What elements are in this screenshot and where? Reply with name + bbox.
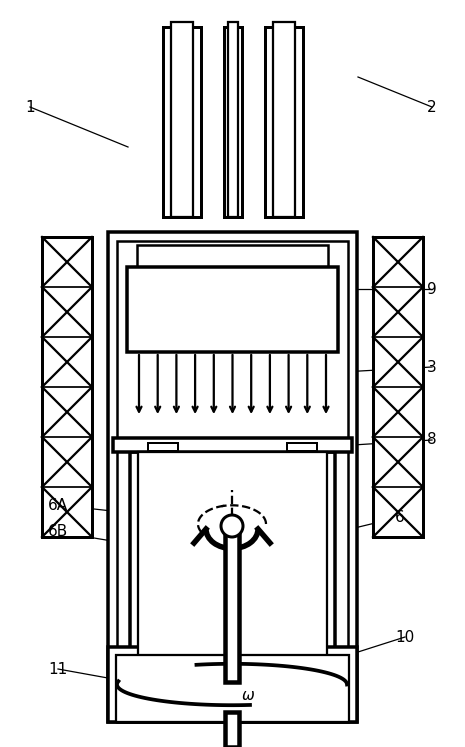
Bar [163,27,201,217]
Circle shape [221,515,243,537]
Bar [225,712,239,747]
Text: 9: 9 [427,282,437,297]
Text: 2: 2 [427,99,437,114]
Text: 1: 1 [25,99,35,114]
Bar [228,22,238,217]
Bar [225,527,239,682]
Bar [137,245,328,267]
Bar [113,438,352,452]
Bar [108,232,357,722]
Text: 11: 11 [48,662,67,677]
Bar [373,237,423,537]
Text: 8: 8 [427,433,437,447]
Bar [171,22,193,217]
Text: 10: 10 [395,630,415,645]
Bar [108,647,357,722]
Bar [273,22,295,217]
Bar [127,267,338,352]
Bar [265,27,303,217]
Bar [42,237,92,537]
Text: 3: 3 [427,359,437,374]
Text: 6: 6 [395,509,405,524]
Bar [224,27,242,217]
Text: 6A: 6A [48,498,68,512]
Text: $\omega$: $\omega$ [241,687,255,702]
Bar [287,443,317,451]
Bar [116,655,349,722]
Bar [148,443,178,451]
Text: 6B: 6B [48,524,68,539]
Bar [138,452,327,682]
Bar [130,452,335,682]
Bar [117,241,348,722]
